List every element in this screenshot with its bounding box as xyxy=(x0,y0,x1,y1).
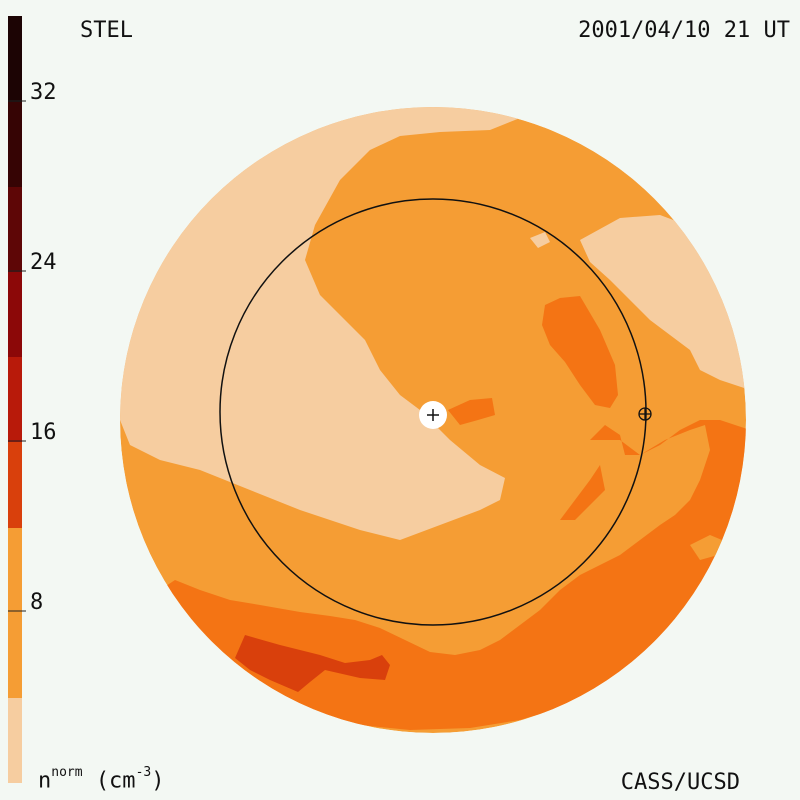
density-patch-high-lower-left xyxy=(560,465,605,520)
color-bar xyxy=(8,16,26,783)
color-bin-7 xyxy=(8,101,22,187)
density-band-high-inner xyxy=(542,296,618,408)
density-patch-low-small xyxy=(530,232,550,248)
tick-label-16: 16 xyxy=(30,420,57,445)
color-bin-6 xyxy=(8,186,22,272)
tick-label-8: 8 xyxy=(30,590,44,615)
density-region-very-high xyxy=(235,635,390,692)
unit-text: (cm xyxy=(95,768,136,794)
color-bin-0 xyxy=(8,697,22,783)
colorbar-unit-label: nnorm (cm-3) xyxy=(38,765,165,794)
density-patch-high-sun xyxy=(448,398,495,425)
credit-label: CASS/UCSD xyxy=(620,770,740,795)
color-bin-1 xyxy=(8,527,22,698)
sun-marker-plus xyxy=(419,401,447,429)
tick-label-24: 24 xyxy=(30,250,57,275)
color-bin-8 xyxy=(8,16,22,102)
earth-orbit-circle xyxy=(219,198,647,626)
unit-close: ) xyxy=(151,768,165,794)
color-bin-3 xyxy=(8,441,22,528)
color-bin-5 xyxy=(8,271,22,357)
unit-power: -3 xyxy=(135,765,152,780)
earth-symbol-circled-plus xyxy=(638,407,652,421)
datetime-label: 2001/04/10 21 UT xyxy=(578,18,790,43)
station-label: STEL xyxy=(80,18,133,43)
tick-label-32: 32 xyxy=(30,80,57,105)
density-region-low-edge xyxy=(690,535,722,560)
unit-quantity: n xyxy=(38,768,52,794)
unit-superscript: norm xyxy=(51,765,83,780)
color-bin-4 xyxy=(8,356,22,442)
sky-disk xyxy=(120,107,746,733)
